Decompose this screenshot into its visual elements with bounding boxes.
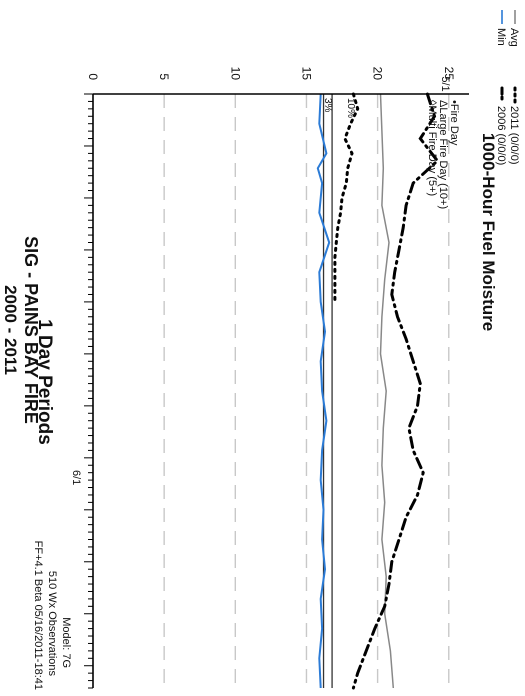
chart-subtitle: SIG - PAINS BAY FIRE: [21, 236, 41, 424]
period-label: 1 Day Periods: [34, 319, 55, 445]
x-start-label: 5/1: [439, 76, 451, 91]
model-note: Model: 7G: [60, 617, 72, 668]
legend-entry: 2011 (0/0/0): [508, 106, 520, 165]
grid-lines: [163, 94, 450, 688]
chart-text: 1000-Hour Fuel Moisture SIG - PAINS BAY …: [1, 76, 498, 690]
axes: 0 5 10 15 20 25: [84, 67, 469, 689]
y-tick-label: 0: [86, 73, 100, 80]
percentile-label: 3%: [322, 98, 333, 113]
fire-legend-entry: •Fire Day: [448, 100, 460, 146]
legend-entry: Min: [495, 28, 507, 46]
legend-entry: Avg: [508, 28, 520, 47]
fire-legend-entry: ΔLarge Fire Day (10+): [437, 100, 449, 209]
footer-note: FF+4.1 Beta 05/16/2011-18:41: [32, 541, 44, 690]
percentile-labels: 10% 3%: [322, 98, 356, 118]
fire-legend-entry: ◊Multi Fire Day (5+): [426, 100, 438, 196]
series-line-avg: [379, 93, 395, 689]
series-layer: [316, 92, 440, 690]
threshold-lines: [322, 94, 333, 688]
series-line-2006: [351, 92, 440, 690]
y-tick-label: 15: [299, 67, 313, 81]
legend-entry: 2006 (0/0/0): [495, 106, 507, 165]
y-tick-label: 20: [371, 67, 385, 81]
series-line-2011: [333, 92, 360, 304]
obs-note: 510 Wx Observations: [46, 571, 58, 677]
series-line-min: [316, 93, 331, 689]
chart-year-range: 2000 - 2011: [1, 285, 20, 375]
y-tick-label: 10: [228, 67, 242, 81]
y-tick-label: 5: [157, 73, 171, 80]
chart-title: 1000-Hour Fuel Moisture: [479, 133, 498, 331]
x-mid-label: 6/1: [70, 470, 82, 485]
percentile-label: 10%: [345, 98, 356, 118]
y-tick-label: 25: [442, 67, 456, 81]
